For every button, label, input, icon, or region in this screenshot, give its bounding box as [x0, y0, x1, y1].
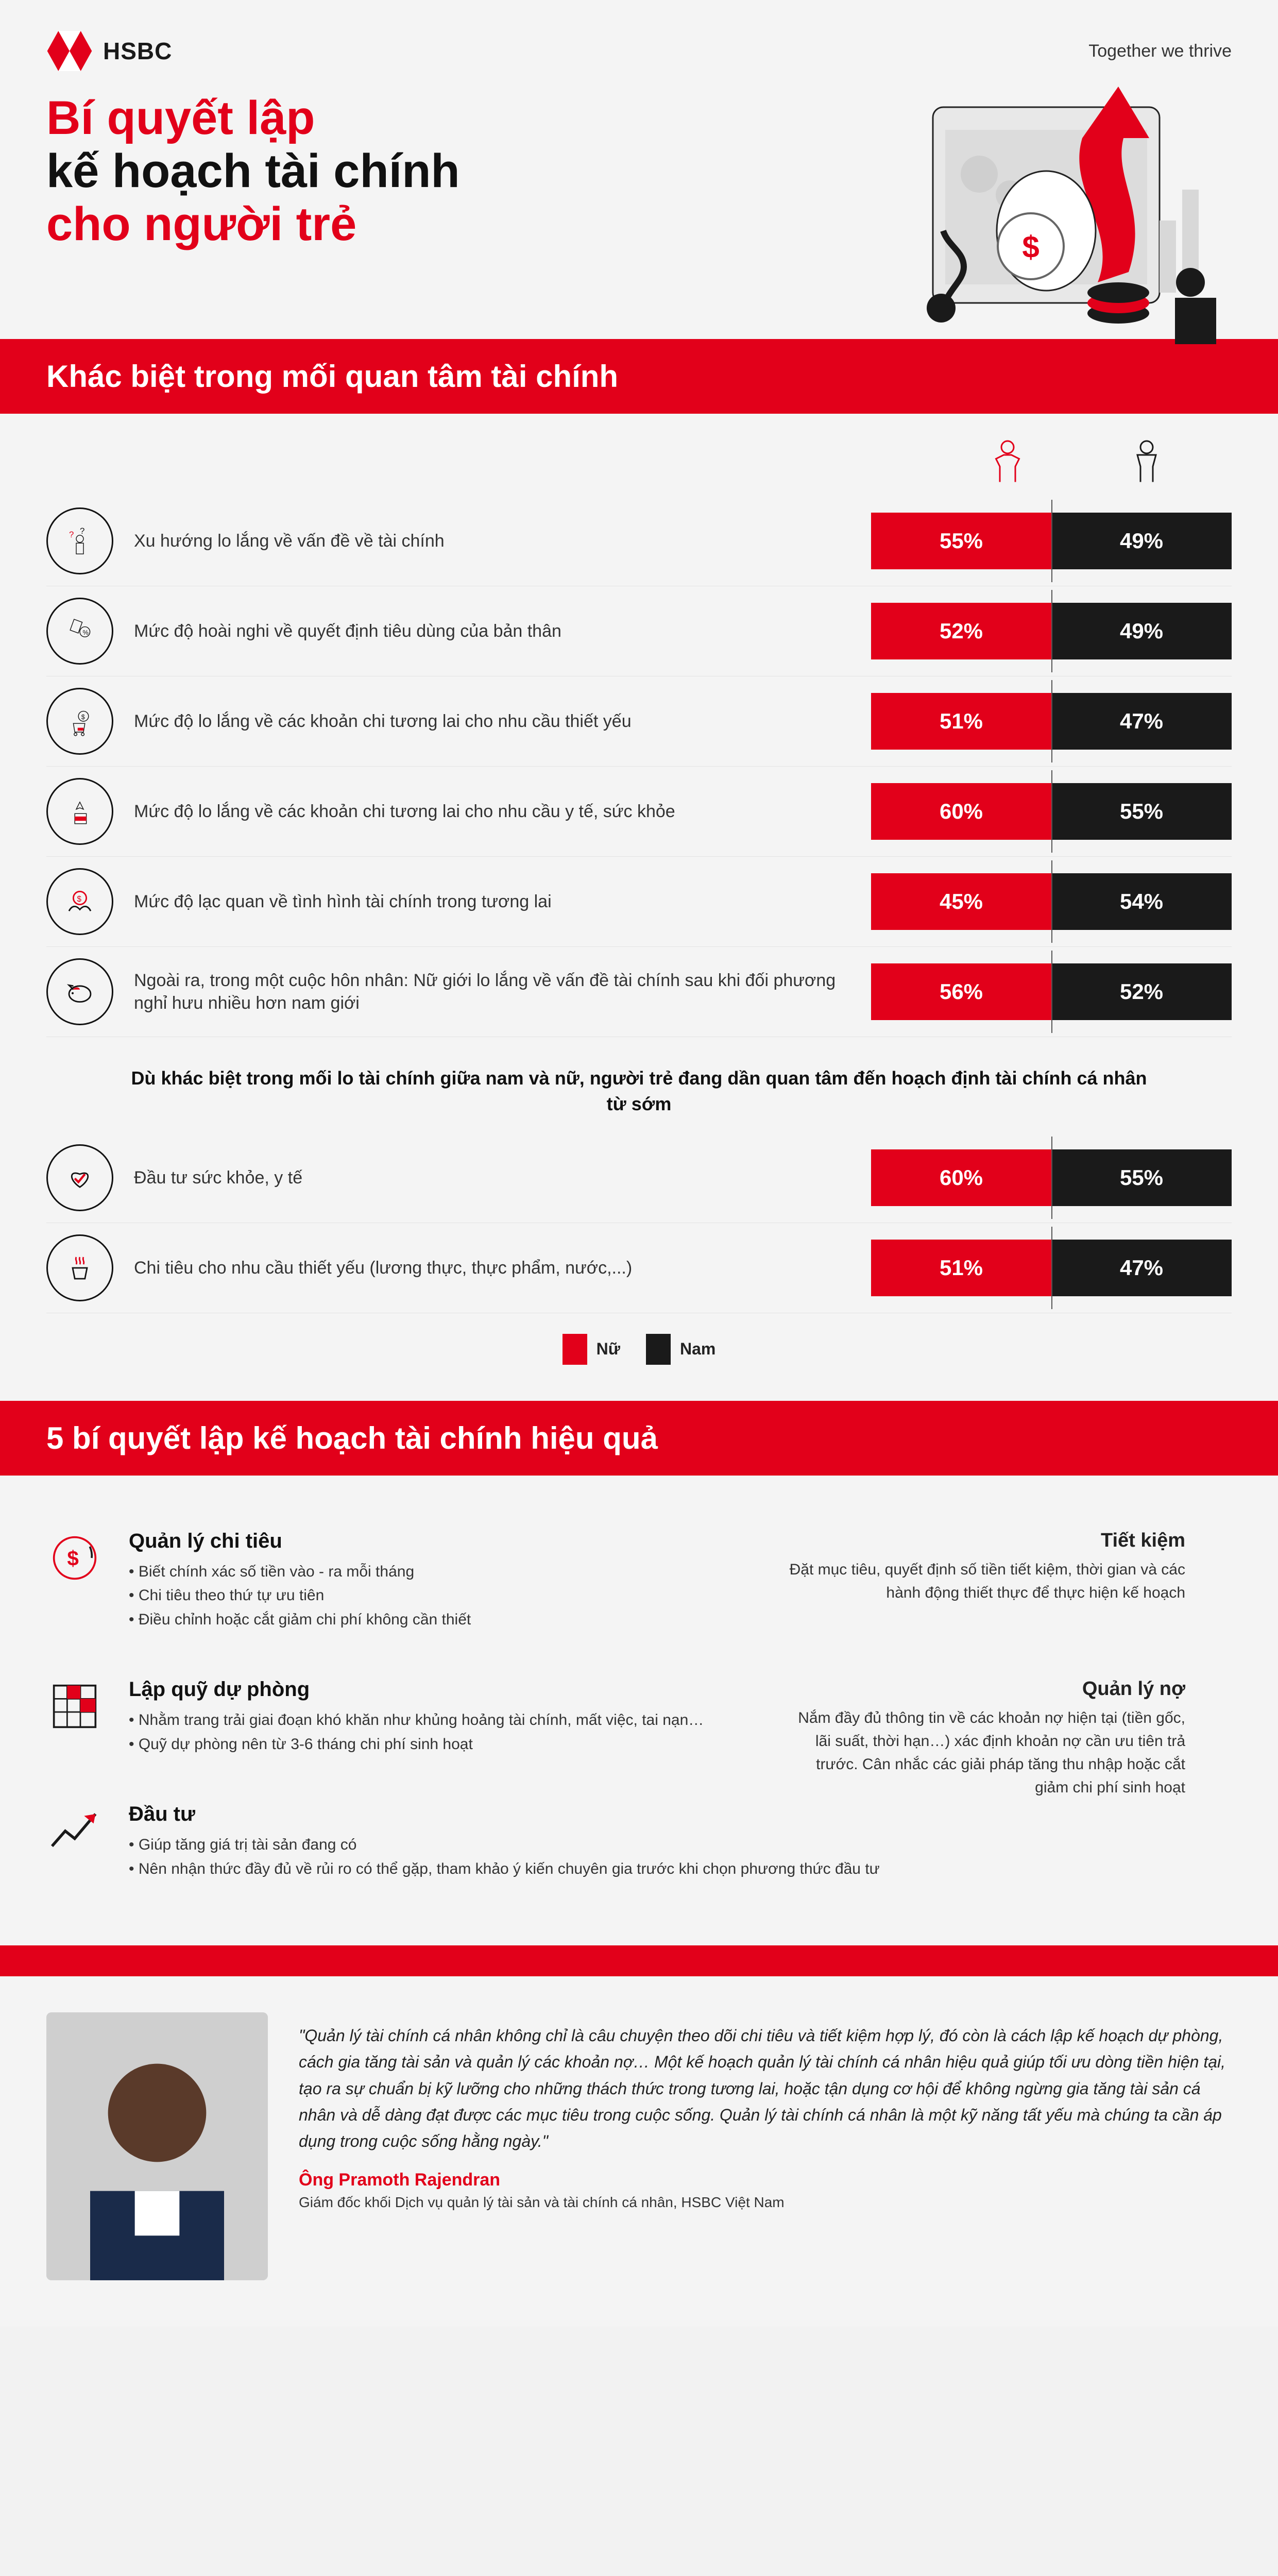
finance-illustration: $	[783, 76, 1247, 344]
tip-side-savings: Tiết kiệm Đặt mục tiêu, quyết định số ti…	[783, 1530, 1185, 1604]
note-text: Dù khác biệt trong mối lo tài chính giữa…	[46, 1037, 1232, 1133]
speaker-photo	[46, 2012, 268, 2280]
dollar-cycle-icon: $	[46, 1530, 103, 1586]
tip-block-expense: $ Quản lý chi tiêu Biết chính xác số tiề…	[46, 1506, 1232, 1655]
svg-text:$: $	[1022, 230, 1039, 264]
table-row: Chi tiêu cho nhu cầu thiết yếu (lương th…	[46, 1223, 1232, 1313]
female-icon	[992, 439, 1023, 486]
receipt-doubt-icon: %	[62, 613, 98, 649]
svg-text:%: %	[83, 629, 89, 636]
section1-heading: Khác biệt trong mối quan tâm tài chính	[0, 339, 1278, 414]
hsbc-logo: HSBC	[46, 31, 172, 71]
section2-heading: 5 bí quyết lập kế hoạch tài chính hiệu q…	[0, 1401, 1278, 1476]
quote-divider	[0, 1945, 1278, 1976]
table-row: $ Mức độ lạc quan về tình hình tài chính…	[46, 857, 1232, 947]
heart-check-icon	[62, 1160, 98, 1196]
hsbc-wordmark: HSBC	[103, 37, 172, 65]
table-row: % Mức độ hoài nghi về quyết định tiêu dù…	[46, 586, 1232, 676]
table-row: Ngoài ra, trong một cuộc hôn nhân: Nữ gi…	[46, 947, 1232, 1037]
hot-drink-icon	[62, 1250, 98, 1286]
tip-block-fund: Lập quỹ dự phòng Nhằm trang trải giai đo…	[46, 1655, 1232, 1780]
page-header: HSBC Together we thrive	[0, 0, 1278, 71]
infographic-page: HSBC Together we thrive Bí quyết lập kế …	[0, 0, 1278, 2327]
tips-section: $ Quản lý chi tiêu Biết chính xác số tiề…	[0, 1476, 1278, 1946]
title-block: Bí quyết lập kế hoạch tài chính cho ngườ…	[0, 71, 1278, 339]
spreadsheet-icon	[46, 1678, 103, 1735]
svg-text:?: ?	[80, 526, 84, 536]
comparison-table: ?? Xu hướng lo lắng về vấn đề về tài chí…	[0, 414, 1278, 1401]
hands-coin-icon: $	[62, 884, 98, 920]
piggy-bank-icon	[62, 974, 98, 1010]
tip-block-invest: Đầu tư Giúp tăng giá trị tài sản đang có…	[46, 1780, 1232, 1904]
quote-section: "Quản lý tài chính cá nhân không chỉ là …	[0, 1976, 1278, 2327]
worry-person-icon: ??	[62, 523, 98, 559]
svg-text:$: $	[81, 714, 85, 721]
male-icon	[1131, 439, 1162, 486]
quote-text-wrap: "Quản lý tài chính cá nhân không chỉ là …	[299, 2012, 1232, 2211]
hsbc-hexagon-icon	[46, 31, 93, 71]
compare-rows-group1: ?? Xu hướng lo lắng về vấn đề về tài chí…	[46, 496, 1232, 1037]
table-row: ?? Xu hướng lo lắng về vấn đề về tài chí…	[46, 496, 1232, 586]
legend-male: Nam	[646, 1334, 715, 1365]
legend-female: Nữ	[563, 1334, 620, 1365]
svg-text:$: $	[67, 1546, 78, 1570]
table-row: $ Mức độ lo lắng về các khoản chi tương …	[46, 676, 1232, 767]
svg-text:?: ?	[69, 530, 74, 539]
gender-column-headers	[46, 439, 1232, 486]
compare-rows-group2: Đầu tư sức khỏe, y tế 60% 55% Chi tiêu c…	[46, 1133, 1232, 1313]
cart-dollar-icon: $	[62, 703, 98, 739]
table-row: Mức độ lo lắng về các khoản chi tương la…	[46, 767, 1232, 857]
svg-text:$: $	[77, 895, 81, 904]
trend-up-icon	[46, 1803, 103, 1859]
leaf-cup-icon	[62, 793, 98, 829]
tagline-text: Together we thrive	[1088, 41, 1232, 61]
table-row: Đầu tư sức khỏe, y tế 60% 55%	[46, 1133, 1232, 1223]
chart-legend: Nữ Nam	[46, 1313, 1232, 1396]
